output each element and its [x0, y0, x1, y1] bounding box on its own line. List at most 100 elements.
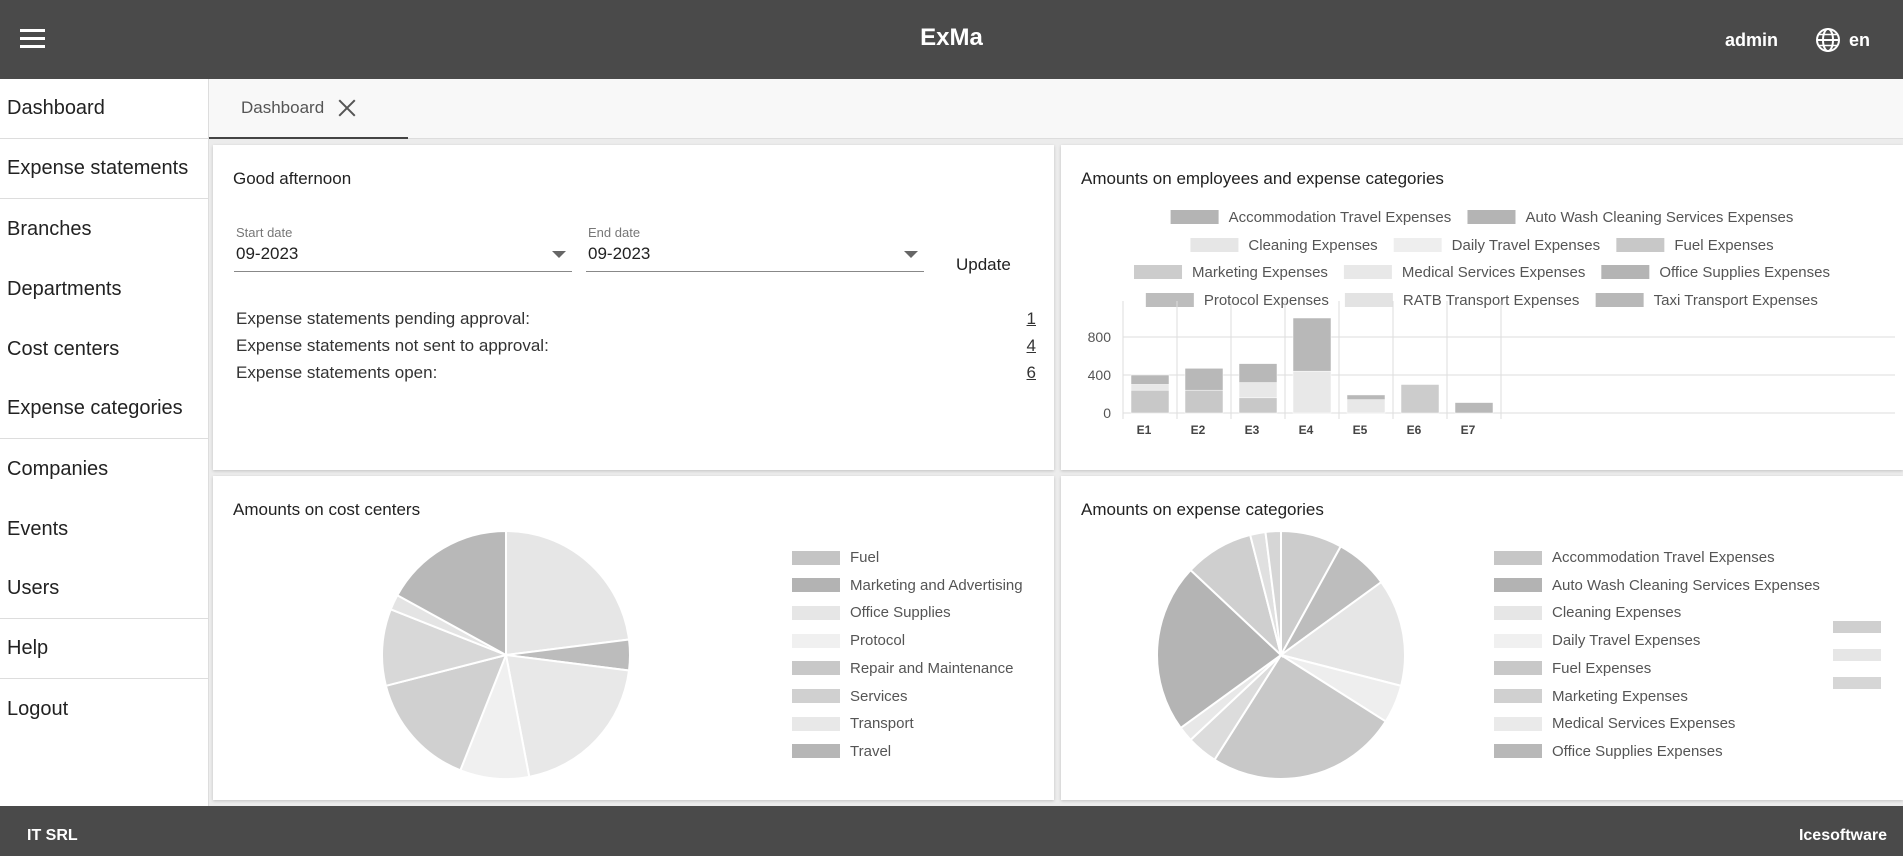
legend-swatch[interactable] — [1393, 238, 1442, 252]
start-date-label: Start date — [236, 225, 293, 240]
legend-item[interactable]: Transport — [792, 715, 914, 732]
legend-item[interactable]: Auto Wash Cleaning Services Expenses — [1494, 577, 1820, 594]
pie-slice[interactable] — [1264, 529, 1282, 656]
bar-segment[interactable] — [1130, 389, 1170, 414]
bar-segment[interactable] — [1184, 368, 1224, 391]
pie-slice[interactable] — [395, 529, 507, 657]
legend-swatch — [1494, 744, 1542, 759]
pie-slice[interactable] — [384, 653, 508, 772]
bar-segment[interactable] — [1454, 402, 1494, 414]
legend-swatch[interactable] — [1170, 210, 1219, 224]
app-title: ExMa — [920, 24, 983, 51]
start-date-select[interactable]: Start date 09-2023 — [234, 225, 572, 272]
legend-label[interactable]: Fuel Expenses — [1674, 237, 1773, 254]
legend-swatch — [792, 578, 840, 593]
legend-swatch[interactable] — [1601, 265, 1650, 279]
pie-slice[interactable] — [505, 529, 631, 657]
bar-segment[interactable] — [1238, 363, 1278, 383]
legend-item[interactable]: Repair and Maintenance — [792, 660, 1013, 677]
legend-label: Daily Travel Expenses — [1552, 632, 1701, 650]
sidebar-item-expense-statements[interactable]: Expense statements — [0, 139, 208, 199]
legend-swatch[interactable] — [1616, 238, 1665, 252]
pie-slice[interactable] — [381, 608, 510, 688]
sidebar-item-help[interactable]: Help — [0, 619, 208, 679]
legend-swatch[interactable] — [1145, 293, 1194, 307]
legend-label[interactable]: Auto Wash Cleaning Services Expenses — [1525, 209, 1793, 226]
legend-item[interactable]: Office Supplies Expenses — [1494, 743, 1723, 760]
sidebar-item-dashboard[interactable]: Dashboard — [0, 79, 208, 139]
legend-item[interactable]: Services — [792, 688, 908, 705]
legend-swatch[interactable] — [1190, 238, 1239, 252]
sidebar-item-departments[interactable]: Departments — [7, 277, 122, 300]
stat-count-link[interactable]: 1 — [1026, 309, 1036, 328]
legend-item[interactable]: Fuel Expenses — [1494, 660, 1651, 677]
bar-segment[interactable] — [1238, 382, 1278, 399]
bar-segment[interactable] — [1346, 394, 1386, 400]
legend-item[interactable]: Office Supplies — [792, 604, 951, 621]
legend-label[interactable]: Protocol Expenses — [1204, 292, 1329, 309]
legend-item[interactable]: Marketing and Advertising — [792, 577, 1023, 594]
legend-item[interactable]: Travel — [792, 743, 891, 760]
legend-item[interactable]: Protocol — [792, 632, 905, 649]
legend-swatch[interactable] — [1134, 265, 1183, 279]
legend-label[interactable]: Accommodation Travel Expenses — [1229, 209, 1452, 226]
bar-segment[interactable] — [1238, 397, 1278, 414]
legend-label[interactable]: RATB Transport Expenses — [1403, 292, 1579, 309]
legend-swatch[interactable] — [1595, 293, 1644, 307]
legend-swatch[interactable] — [1467, 210, 1516, 224]
legend-label: Services — [850, 687, 908, 705]
legend-label[interactable]: Taxi Transport Expenses — [1654, 292, 1818, 309]
user-name[interactable]: admin — [1725, 30, 1779, 50]
sidebar-item-cost-centers[interactable]: Cost centers — [7, 337, 120, 360]
cost-centers-title: Amounts on cost centers — [233, 500, 421, 519]
legend-label[interactable]: Medical Services Expenses — [1402, 264, 1585, 281]
tab-label: Dashboard — [241, 98, 325, 117]
legend-item[interactable]: Fuel — [792, 549, 879, 566]
sidebar-item-events[interactable]: Events — [7, 517, 69, 540]
legend-label[interactable]: Cleaning Expenses — [1248, 237, 1377, 254]
bar-segment[interactable] — [1292, 370, 1332, 414]
pie-slice[interactable] — [504, 653, 631, 778]
chevron-down-icon — [904, 251, 918, 258]
legend-page-swatches[interactable] — [1833, 621, 1881, 689]
bar-segment[interactable] — [1346, 399, 1386, 414]
bar-segment[interactable] — [1400, 384, 1440, 414]
sidebar-nav: Dashboard Expense statements Branches Depar… — [0, 79, 209, 806]
sidebar-item-users[interactable]: Users — [0, 559, 208, 619]
start-date-value: 09-2023 — [236, 244, 299, 263]
legend-label[interactable]: Daily Travel Expenses — [1452, 237, 1600, 254]
stat-count-link[interactable]: 6 — [1026, 363, 1036, 382]
pie-slice[interactable] — [1213, 653, 1388, 780]
language-selector[interactable]: en — [1815, 27, 1870, 53]
x-tick-label: E6 — [1407, 423, 1422, 437]
legend-swatch — [1494, 605, 1542, 620]
bar-segment[interactable] — [1292, 317, 1332, 372]
legend-label: Transport — [850, 715, 914, 733]
tab-dashboard[interactable]: Dashboard — [209, 79, 408, 139]
pie-slice[interactable] — [1156, 568, 1283, 730]
bar-segment[interactable] — [1130, 384, 1170, 391]
legend-item[interactable]: Daily Travel Expenses — [1494, 632, 1700, 649]
legend-label: Medical Services Expenses — [1552, 715, 1736, 733]
hamburger-menu-icon[interactable] — [20, 29, 45, 49]
pie-slice[interactable] — [1278, 580, 1406, 688]
sidebar-item-branches[interactable]: Branches — [7, 217, 92, 240]
close-icon[interactable] — [338, 99, 356, 117]
update-button[interactable]: Update — [956, 255, 1011, 274]
bar-segment[interactable] — [1184, 389, 1224, 414]
legend-swatch[interactable] — [1343, 265, 1392, 279]
stat-count-link[interactable]: 4 — [1026, 336, 1036, 355]
bar-segment[interactable] — [1130, 374, 1170, 385]
end-date-select[interactable]: End date 09-2023 — [586, 225, 924, 272]
legend-swatch[interactable] — [1344, 293, 1393, 307]
legend-item[interactable]: Marketing Expenses — [1494, 688, 1688, 705]
sidebar-item-companies[interactable]: Companies — [7, 457, 109, 480]
legend-item[interactable]: Accommodation Travel Expenses — [1494, 549, 1775, 566]
sidebar-item-logout[interactable]: Logout — [7, 697, 69, 720]
legend-item[interactable]: Cleaning Expenses — [1494, 604, 1681, 621]
legend-label: Repair and Maintenance — [850, 659, 1014, 677]
sidebar-item-expense-categories[interactable]: Expense categories — [0, 379, 208, 439]
legend-label[interactable]: Office Supplies Expenses — [1659, 264, 1830, 281]
legend-label[interactable]: Marketing Expenses — [1192, 264, 1328, 281]
legend-item[interactable]: Medical Services Expenses — [1494, 715, 1735, 732]
